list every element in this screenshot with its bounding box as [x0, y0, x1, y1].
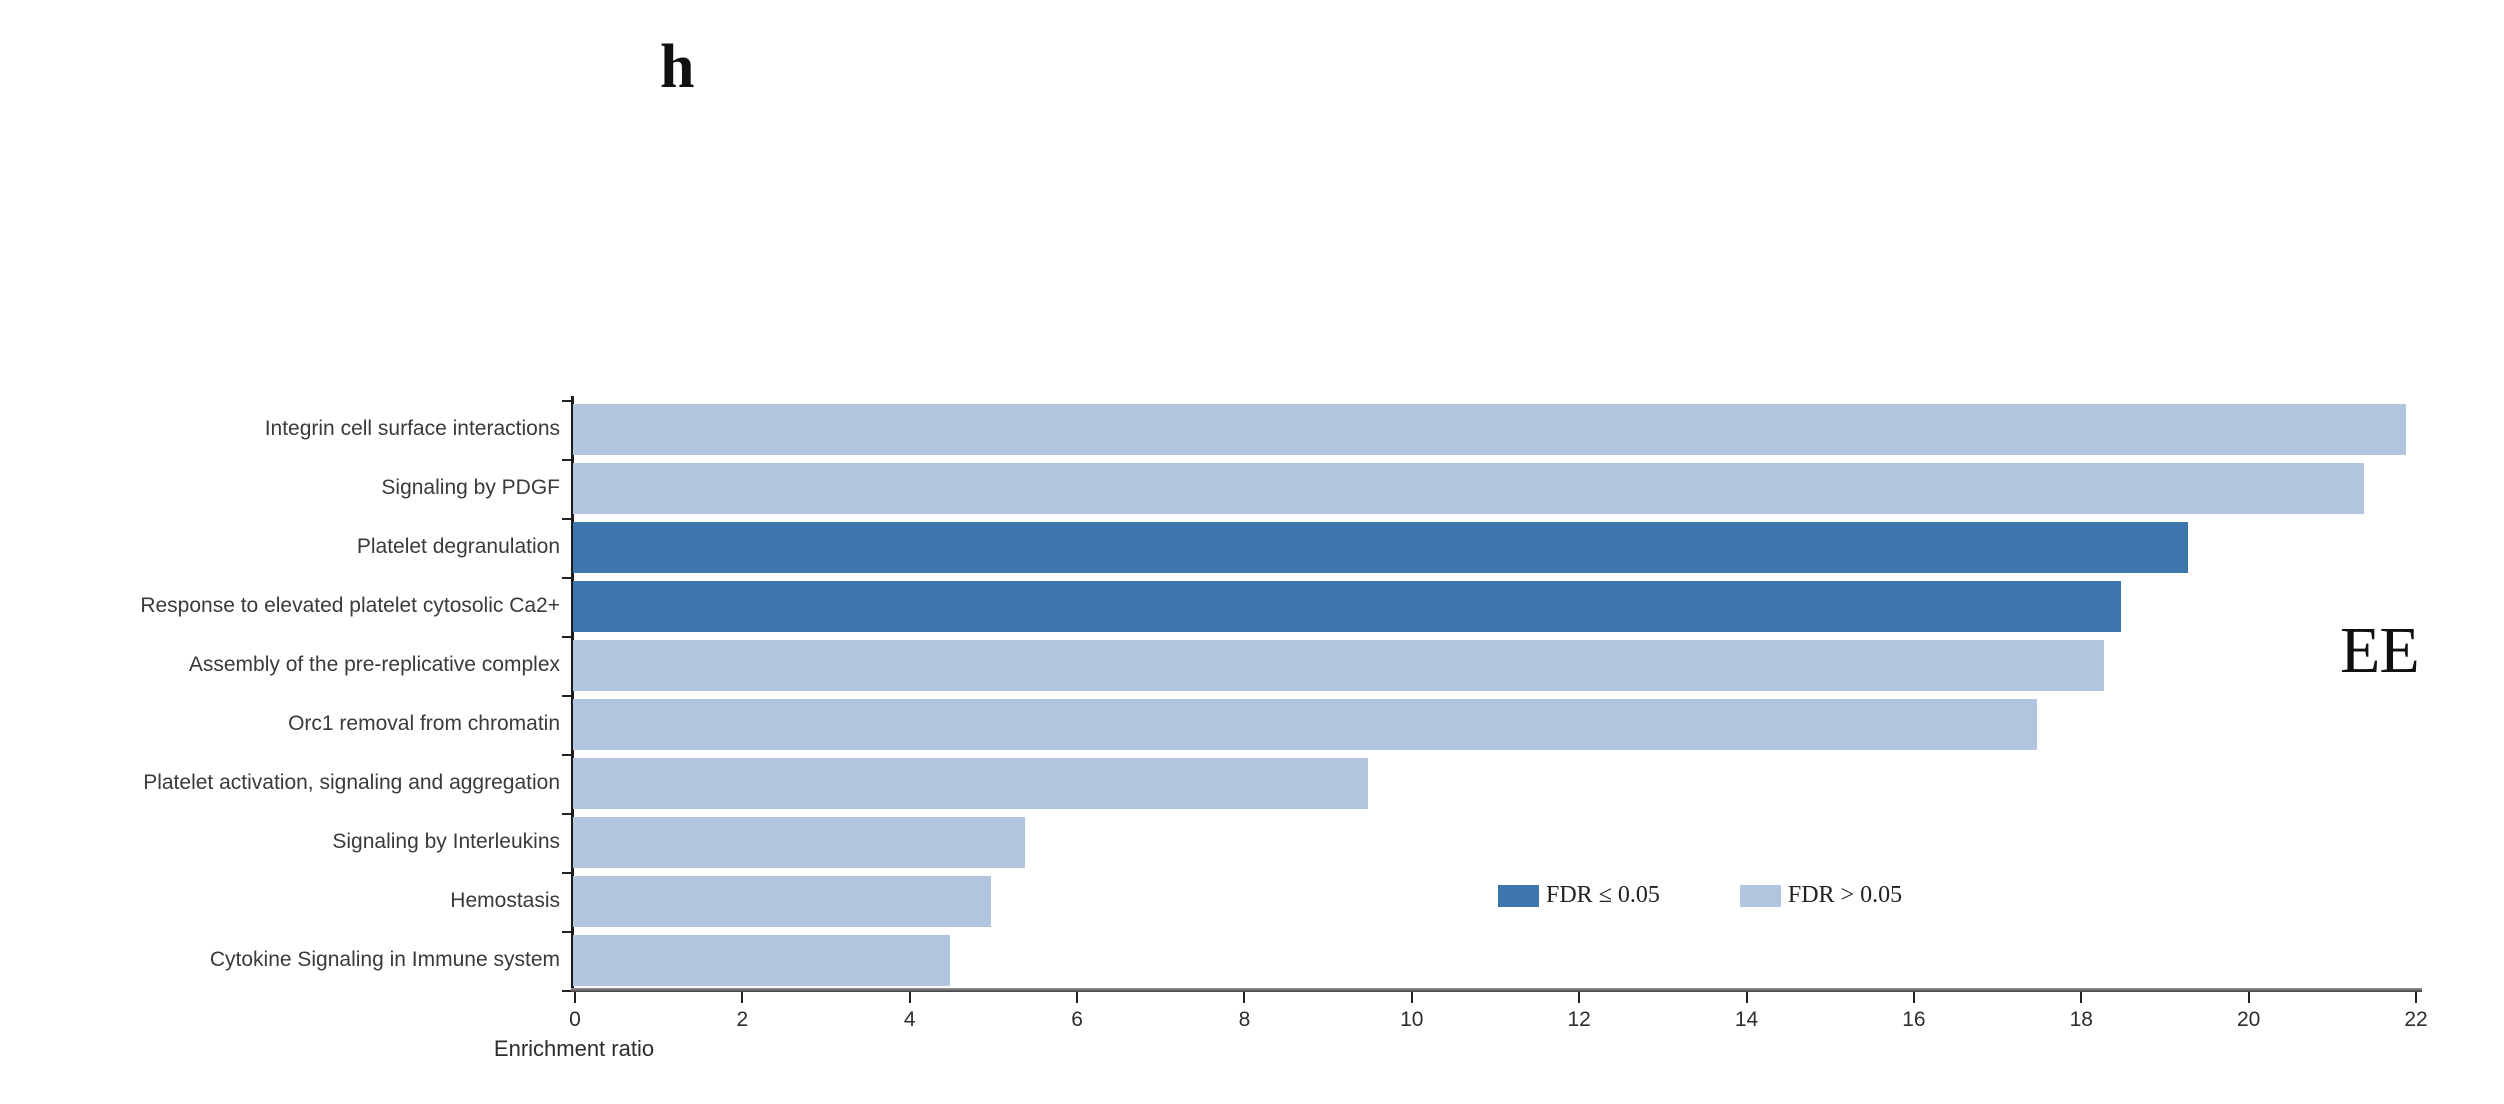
y-axis-line	[571, 396, 574, 991]
y-tick	[562, 576, 571, 579]
category-label: Hemostasis	[450, 889, 560, 912]
y-tick	[562, 989, 571, 992]
bar	[573, 581, 2122, 632]
panel-annotation: EE	[2340, 614, 2420, 687]
y-tick	[562, 458, 571, 461]
x-tick-label: 0	[569, 1008, 581, 1031]
y-tick	[562, 635, 571, 638]
category-label: Orc1 removal from chromatin	[288, 712, 560, 735]
x-axis-title: Enrichment ratio	[493, 1036, 655, 1061]
bar	[573, 758, 1368, 809]
legend: FDR ≤ 0.05 FDR > 0.05	[1498, 882, 1982, 909]
x-axis-line	[571, 988, 2422, 992]
y-tick	[562, 399, 571, 402]
x-tick	[1410, 992, 1413, 1003]
x-tick-label: 6	[1071, 1008, 1083, 1031]
category-label: Cytokine Signaling in Immune system	[209, 948, 560, 971]
bar	[573, 876, 992, 927]
category-label: Response to elevated platelet cytosolic …	[140, 594, 560, 617]
bar	[573, 935, 950, 986]
x-tick	[741, 992, 744, 1003]
bar	[573, 522, 2189, 573]
y-tick	[562, 517, 571, 520]
y-tick	[562, 694, 571, 697]
bar	[573, 404, 2406, 455]
category-label: Integrin cell surface interactions	[264, 417, 560, 440]
category-label: Signaling by PDGF	[381, 476, 560, 499]
x-tick	[2415, 992, 2417, 1003]
y-tick	[562, 930, 571, 933]
x-tick-label: 10	[1400, 1008, 1424, 1031]
legend-label: FDR > 0.05	[1787, 882, 1903, 908]
x-tick	[2247, 992, 2250, 1003]
category-label: Platelet activation, signaling and aggre…	[143, 771, 560, 794]
x-tick-label: 12	[1567, 1008, 1591, 1031]
legend-swatch-significant	[1498, 884, 1539, 907]
x-tick	[1076, 992, 1079, 1003]
x-tick-label: 20	[2236, 1008, 2261, 1031]
x-tick-label: 8	[1238, 1008, 1251, 1031]
x-tick-label: 14	[1734, 1008, 1759, 1031]
x-tick	[574, 992, 576, 1003]
category-label: Platelet degranulation	[356, 535, 560, 558]
x-tick-label: 18	[2069, 1008, 2093, 1031]
x-tick-label: 16	[1902, 1008, 1926, 1031]
y-tick	[562, 871, 571, 874]
x-tick	[2080, 992, 2083, 1003]
x-tick	[1578, 992, 1581, 1003]
x-tick	[908, 992, 911, 1003]
category-label: Signaling by Interleukins	[332, 830, 560, 853]
x-tick-label: 4	[903, 1008, 916, 1031]
legend-swatch-nonsignificant	[1739, 884, 1781, 907]
bar	[573, 699, 2038, 750]
x-tick	[1745, 992, 1748, 1003]
panel-label: h	[660, 33, 695, 101]
bar	[573, 817, 1025, 868]
x-tick	[1912, 992, 1915, 1003]
x-tick-label: 22	[2404, 1008, 2428, 1031]
legend-item: FDR > 0.05	[1739, 882, 1903, 909]
x-tick	[1243, 992, 1246, 1003]
y-tick	[562, 812, 571, 815]
legend-label: FDR ≤ 0.05	[1546, 882, 1660, 908]
bar	[573, 463, 2364, 514]
legend-item: FDR ≤ 0.05	[1498, 882, 1660, 909]
bar	[573, 640, 2105, 691]
category-label: Assembly of the pre-replicative complex	[188, 653, 560, 676]
y-tick	[562, 753, 571, 756]
x-tick-label: 2	[736, 1008, 749, 1031]
